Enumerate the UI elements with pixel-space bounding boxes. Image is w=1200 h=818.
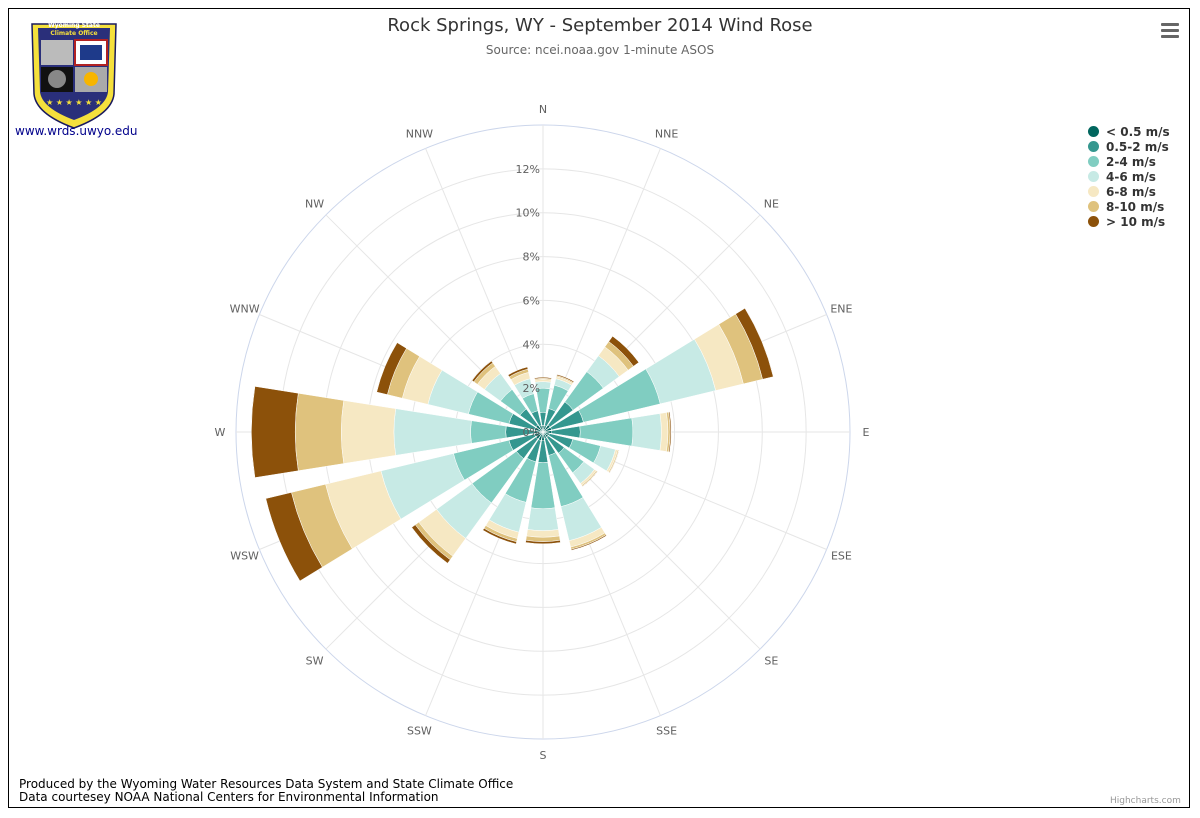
direction-label-ne: NE	[764, 198, 779, 211]
footer-line-2: Data courtesey NOAA National Centers for…	[19, 790, 439, 804]
radial-tick-label: 12%	[516, 163, 540, 176]
wind-bar-s	[527, 507, 559, 531]
legend-label: 2-4 m/s	[1106, 154, 1156, 169]
direction-label-wsw: WSW	[230, 550, 259, 563]
direction-label-e: E	[863, 426, 870, 439]
legend-label: < 0.5 m/s	[1106, 124, 1170, 139]
direction-label-se: SE	[764, 654, 778, 667]
legend-symbol	[1088, 201, 1099, 212]
direction-label-w: W	[215, 426, 226, 439]
legend: < 0.5 m/s 0.5-2 m/s 2-4 m/s 4-6 m/s 6-8 m/s 8…	[1088, 124, 1170, 229]
direction-label-nnw: NNW	[406, 128, 433, 141]
legend-label: > 10 m/s	[1106, 214, 1166, 229]
legend-symbol	[1088, 141, 1099, 152]
radial-tick-label: 6%	[523, 294, 540, 307]
direction-label-ssw: SSW	[407, 724, 432, 737]
legend-symbol	[1088, 156, 1099, 167]
radial-tick-label: 2%	[523, 382, 540, 395]
legend-symbol	[1088, 171, 1099, 182]
wind-bar-ene	[735, 307, 774, 380]
wind-rose-bars	[251, 307, 774, 582]
direction-label-sse: SSE	[656, 724, 677, 737]
wind-bar-ne	[608, 335, 640, 367]
highcharts-credit[interactable]: Highcharts.com	[1110, 796, 1181, 806]
wind-bar-n	[534, 376, 552, 380]
wind-bar-se	[581, 470, 598, 487]
hamburger-menu-icon[interactable]	[1158, 20, 1182, 40]
wind-bar-s	[525, 540, 561, 545]
radial-tick-label: 4%	[523, 338, 540, 351]
legend-symbol	[1088, 216, 1099, 227]
wind-bar-e	[668, 411, 672, 453]
wind-bar-ssw	[482, 527, 517, 545]
wind-bar-sw	[411, 524, 451, 564]
wind-bar-sse	[570, 534, 607, 551]
wind-bar-wsw	[265, 492, 323, 582]
radial-tick-label: 10%	[516, 207, 540, 220]
footer-credits: Produced by the Wyoming Water Resources …	[19, 778, 513, 804]
legend-label: 8-10 m/s	[1106, 199, 1165, 214]
wind-bar-nw	[471, 360, 494, 383]
legend-symbol	[1088, 186, 1099, 197]
wind-bar-w	[470, 420, 507, 444]
legend-label: 6-8 m/s	[1106, 184, 1156, 199]
legend-item[interactable]: 0.5-2 m/s	[1088, 139, 1170, 154]
legend-item[interactable]: > 10 m/s	[1088, 214, 1170, 229]
direction-label-nw: NW	[305, 198, 324, 211]
legend-symbol	[1088, 126, 1099, 137]
radial-tick-label: 0%	[523, 426, 540, 439]
direction-label-ese: ESE	[831, 550, 852, 563]
wind-bar-ese	[609, 449, 620, 474]
direction-label-s: S	[540, 749, 547, 762]
wind-bar-e	[631, 413, 662, 451]
chart-title: Rock Springs, WY - September 2014 Wind R…	[387, 15, 813, 36]
axis-labels: 0% 2% 4% 6% 8% 10% 12% N NNE NE ENE E ESE SE SSE S SSW SW…	[215, 103, 870, 762]
wind-bar-w	[393, 408, 472, 456]
wind-bar-wnw	[376, 342, 407, 395]
legend-item[interactable]: 6-8 m/s	[1088, 184, 1170, 199]
legend-item[interactable]: 4-6 m/s	[1088, 169, 1170, 184]
footer-line-1: Produced by the Wyoming Water Resources …	[19, 777, 514, 791]
legend-label: 0.5-2 m/s	[1106, 139, 1169, 154]
logo-text-line1: Wyoming State	[48, 22, 100, 29]
chart-subtitle: Source: ncei.noaa.gov 1-minute ASOS	[485, 43, 715, 57]
wind-bar-s	[530, 462, 556, 509]
wind-bar-e	[579, 417, 634, 447]
svg-text:★ ★ ★ ★ ★ ★: ★ ★ ★ ★ ★ ★	[46, 98, 102, 107]
wind-bar-w	[251, 386, 299, 478]
wind-bar-w	[341, 400, 397, 464]
direction-label-nne: NNE	[655, 128, 678, 141]
direction-label-n: N	[539, 103, 547, 116]
logo-text-line2: Climate Office	[50, 30, 97, 37]
legend-item[interactable]: 2-4 m/s	[1088, 154, 1170, 169]
legend-label: 4-6 m/s	[1106, 169, 1156, 184]
legend-item[interactable]: < 0.5 m/s	[1088, 124, 1170, 139]
wind-bar-nnw	[507, 366, 529, 378]
wind-bar-w	[294, 392, 345, 472]
direction-label-wnw: WNW	[230, 302, 260, 315]
wind-bar-nne	[556, 374, 575, 383]
climate-office-logo: Wyoming State Climate Office ★ ★ ★ ★ ★ ★	[31, 22, 117, 129]
site-link[interactable]: www.wrds.uwyo.edu	[15, 124, 138, 138]
radial-tick-label: 8%	[523, 251, 540, 264]
direction-label-ene: ENE	[830, 302, 852, 315]
direction-label-sw: SW	[306, 654, 324, 667]
wind-bar-s	[526, 529, 560, 538]
legend-item[interactable]: 8-10 m/s	[1088, 199, 1170, 214]
